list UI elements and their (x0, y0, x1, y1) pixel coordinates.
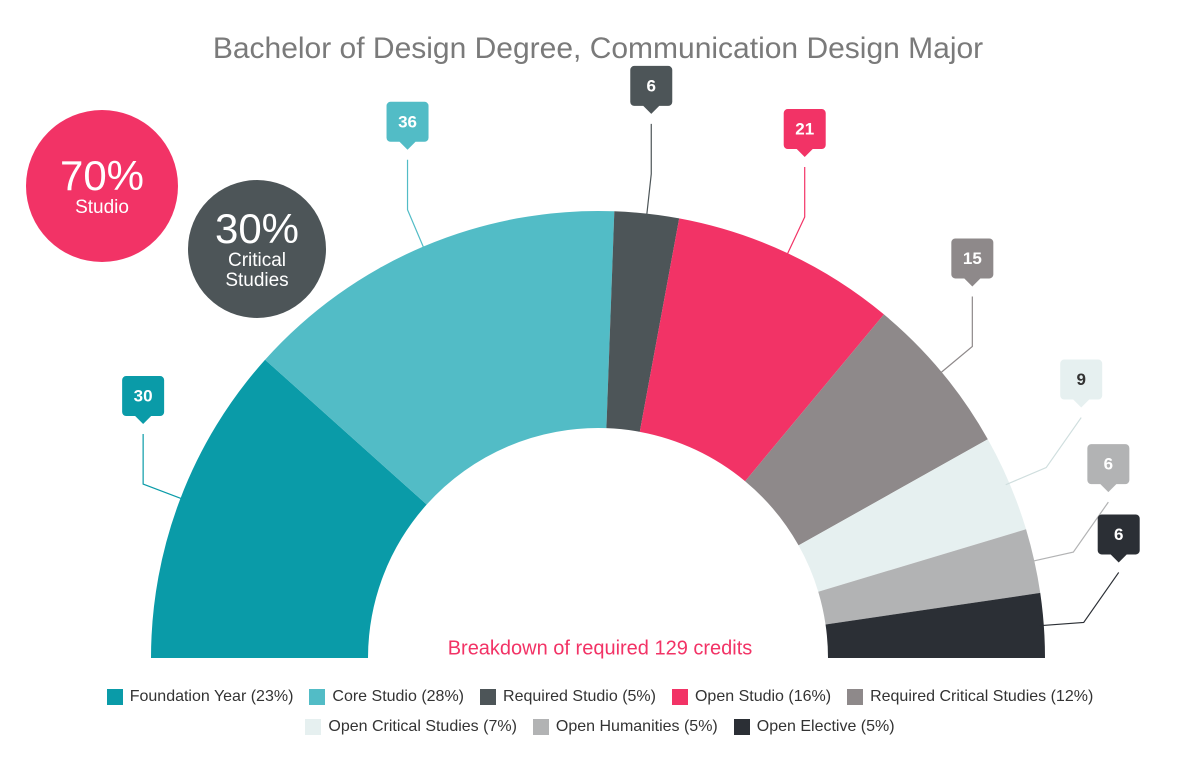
data-label: 21 (795, 120, 814, 139)
data-label: 6 (1114, 525, 1123, 544)
legend-swatch (733, 719, 750, 735)
legend-item[interactable]: Open Studio (16%) (671, 688, 832, 706)
leader-line (1005, 417, 1082, 486)
legend-swatch (847, 689, 864, 705)
label-box (783, 109, 826, 158)
leader-line (142, 434, 185, 501)
legend-label: Foundation Year (23%) (129, 688, 294, 705)
annotation-value: 70% (59, 152, 145, 199)
chart-title: Bachelor of Design Degree, Communication… (213, 32, 983, 65)
legend-item[interactable]: Open Critical Studies (7%) (305, 718, 517, 736)
data-label: 6 (647, 76, 656, 95)
annotation-bubble: 70% Studio (26, 110, 178, 262)
legend: Foundation Year (23%) Core Studio (28%) Re… (40, 688, 1160, 736)
annotation-bubble: 30% Critical Studies (188, 180, 326, 318)
legend-swatch (480, 689, 497, 705)
slice (818, 529, 1041, 625)
data-label: 9 (1076, 370, 1085, 389)
legend-swatch (671, 689, 688, 705)
data-label: 15 (963, 249, 982, 268)
leader-line (1030, 501, 1109, 563)
annotation-label: Studio (75, 197, 129, 218)
legend-item[interactable]: Core Studio (28%) (309, 688, 464, 706)
data-label: 30 (134, 387, 153, 406)
label-box (1097, 514, 1140, 563)
annotation-value: 30% (214, 205, 300, 252)
legend-swatch (532, 719, 549, 735)
label-box (122, 376, 165, 425)
legend-swatch (106, 689, 123, 705)
legend-label: Open Critical Studies (7%) (328, 718, 517, 735)
label-box (386, 101, 429, 150)
label-box (1087, 444, 1130, 493)
chart-subtitle: Breakdown of required 129 credits (448, 637, 753, 659)
annotation-label: Critical Studies (225, 250, 289, 291)
label-box (951, 238, 994, 287)
label-box (630, 65, 673, 114)
legend-swatch (309, 689, 326, 705)
legend-label: Open Elective (5%) (756, 718, 895, 735)
leader-line (938, 296, 973, 376)
label-box (1060, 359, 1103, 408)
legend-item[interactable]: Open Humanities (5%) (532, 718, 718, 736)
legend-item[interactable]: Foundation Year (23%) (106, 688, 294, 706)
legend-label: Required Studio (5%) (503, 688, 656, 705)
legend-swatch (305, 719, 322, 735)
legend-label: Open Studio (16%) (694, 688, 832, 705)
legend-label: Core Studio (28%) (332, 688, 465, 705)
leader-line (406, 159, 426, 251)
legend-item[interactable]: Required Studio (5%) (480, 688, 656, 706)
slice (639, 218, 884, 482)
slice (825, 592, 1045, 658)
slice (606, 211, 680, 432)
legend-label: Open Humanities (5%) (555, 718, 718, 735)
slice (798, 439, 1027, 592)
leader-line (1039, 572, 1120, 627)
slice (151, 359, 427, 658)
legend-label: Required Critical Studies (12%) (870, 688, 1094, 705)
legend-item[interactable]: Required Critical Studies (12%) (847, 688, 1093, 706)
legend-item[interactable]: Open Elective (5%) (733, 718, 895, 736)
chart: Bachelor of Design Degree, Communication… (122, 32, 1140, 659)
data-label: 6 (1104, 455, 1113, 474)
slice (745, 314, 988, 546)
data-label: 36 (398, 112, 417, 131)
slice (265, 211, 615, 505)
leader-line (785, 167, 806, 258)
leader-line (645, 123, 652, 218)
